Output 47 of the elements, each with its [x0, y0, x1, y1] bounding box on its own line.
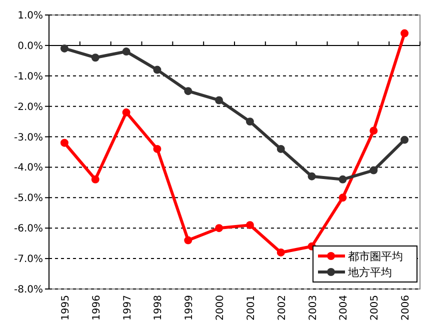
x-tick-label: 1998 — [153, 295, 164, 320]
point — [246, 221, 254, 230]
point — [400, 136, 409, 144]
y-tick-label: -2.0% — [14, 102, 43, 113]
point — [276, 144, 285, 153]
point — [153, 144, 162, 153]
y-tick-label: -5.0% — [14, 193, 43, 204]
point — [370, 126, 378, 135]
point — [60, 44, 68, 52]
point — [246, 118, 254, 126]
point — [60, 138, 68, 147]
point — [370, 166, 378, 174]
point — [122, 48, 130, 56]
y-tick-label: -8.0% — [14, 284, 43, 296]
y-tick-label: 0.0% — [18, 40, 43, 52]
x-tick-label: 2003 — [308, 295, 319, 320]
point — [184, 236, 192, 244]
point — [400, 29, 409, 38]
x-tick-label: 1995 — [60, 295, 72, 320]
y-tick-label: -1.0% — [14, 71, 43, 82]
legend-label: 地方平均 — [347, 266, 392, 279]
point — [276, 248, 285, 256]
y-tick-label: 1.0% — [18, 10, 43, 22]
y-tick-label: -6.0% — [14, 224, 43, 235]
x-tick-label: 1996 — [91, 295, 102, 320]
y-tick-label: -7.0% — [14, 254, 43, 266]
x-tick-label: 2004 — [338, 295, 350, 320]
x-tick-label: 2001 — [246, 295, 257, 320]
point — [338, 175, 347, 184]
point — [184, 87, 192, 96]
y-tick-label: -3.0% — [14, 132, 43, 144]
point — [153, 66, 162, 74]
point — [215, 224, 224, 232]
x-tick-label: 2005 — [370, 295, 381, 320]
x-tick-label: 1999 — [184, 295, 196, 320]
point — [91, 54, 100, 62]
point — [308, 172, 316, 180]
point — [91, 175, 100, 184]
x-tick-label: 2000 — [215, 295, 226, 320]
y-tick-label: -4.0% — [14, 162, 43, 174]
legend-label: 都市圏平均 — [348, 250, 403, 263]
x-tick-label: 1997 — [122, 295, 134, 320]
point — [122, 108, 130, 116]
point — [338, 194, 347, 202]
x-tick-label: 2002 — [276, 295, 288, 320]
point — [215, 96, 224, 104]
x-tick-label: 2006 — [400, 295, 412, 320]
